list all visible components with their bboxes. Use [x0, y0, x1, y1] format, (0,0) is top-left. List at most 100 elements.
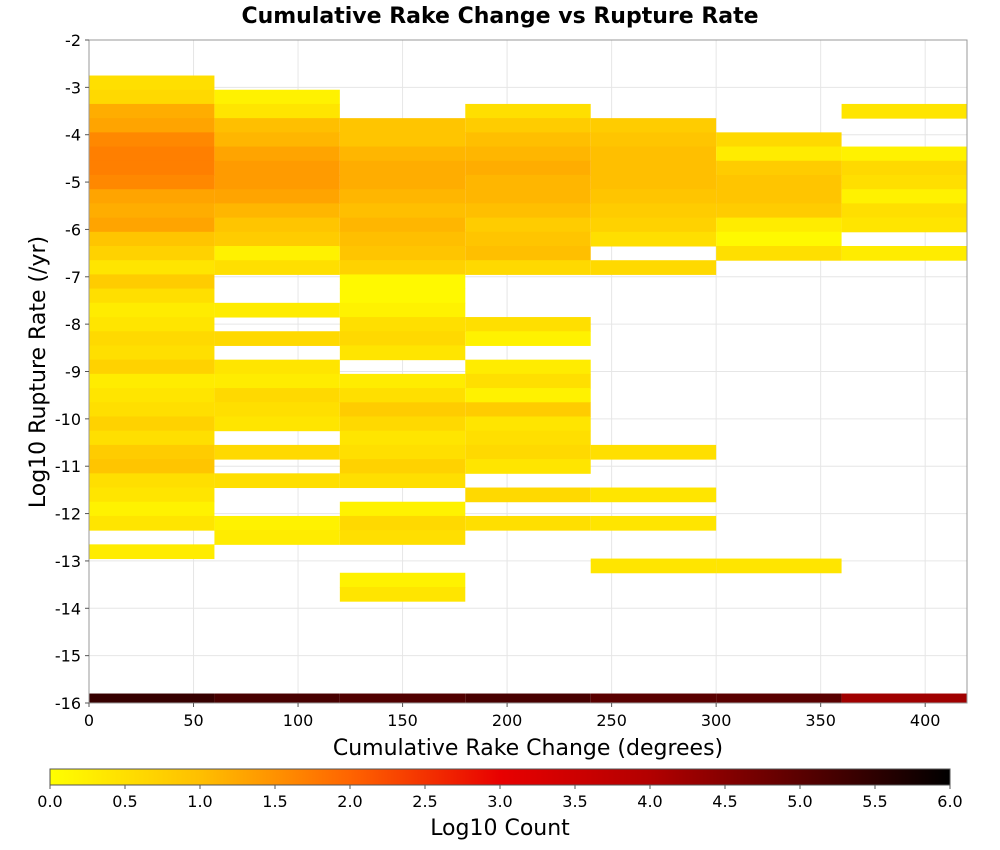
- heatmap-cell: [465, 217, 591, 233]
- heatmap-cell: [465, 359, 591, 375]
- heatmap-cell: [89, 373, 215, 389]
- heatmap-cell: [465, 132, 591, 148]
- x-tick-label: 0: [84, 711, 94, 730]
- heatmap-cell: [339, 430, 466, 446]
- heatmap-cell: [89, 515, 215, 531]
- heatmap-cell: [465, 402, 591, 417]
- heatmap-cell-bottom: [465, 693, 591, 703]
- heatmap-cell: [214, 103, 340, 119]
- heatmap-cell: [339, 246, 466, 261]
- y-tick-label: -4: [65, 126, 81, 145]
- heatmap-cell-bottom: [214, 693, 340, 703]
- heatmap-cell: [465, 373, 591, 389]
- colorbar-tick-label: 2.5: [412, 792, 437, 811]
- y-tick-label: -2: [65, 31, 81, 50]
- y-tick-label: -9: [65, 363, 81, 382]
- heatmap-cell-bottom: [339, 693, 466, 703]
- heatmap-cell: [214, 359, 340, 375]
- heatmap-cell: [465, 487, 591, 503]
- colorbar-tick-label: 0.5: [112, 792, 137, 811]
- heatmap-cell: [214, 260, 340, 275]
- heatmap-cell: [214, 217, 340, 233]
- heatmap-cell-bottom: [716, 693, 842, 703]
- chart-title: Cumulative Rake Change vs Rupture Rate: [241, 4, 758, 29]
- heatmap-cell-bottom: [89, 693, 215, 703]
- x-tick-label: 250: [596, 711, 627, 730]
- heatmap-cell: [339, 402, 466, 417]
- heatmap-cell: [841, 203, 967, 219]
- heatmap-cell: [89, 359, 215, 375]
- heatmap-cell: [465, 515, 591, 531]
- heatmap-cell: [590, 231, 717, 247]
- heatmap-cell: [89, 260, 215, 275]
- heatmap-cell: [89, 302, 215, 318]
- heatmap-cell: [89, 430, 215, 446]
- heatmap-cell: [214, 89, 340, 105]
- heatmap-cell: [465, 174, 591, 190]
- heatmap-cell: [339, 118, 466, 133]
- heatmap-cell: [89, 132, 215, 148]
- heatmap-cell: [89, 473, 215, 489]
- heatmap-cell: [716, 231, 842, 247]
- heatmap-cell: [590, 146, 717, 162]
- heatmap-cell: [590, 132, 717, 148]
- heatmap-cell: [89, 174, 215, 190]
- colorbar-tick-label: 1.5: [262, 792, 287, 811]
- heatmap-cell: [214, 331, 340, 346]
- heatmap-cell: [89, 203, 215, 219]
- heatmap-cell: [214, 132, 340, 148]
- heatmap-cell: [339, 146, 466, 162]
- heatmap-cell: [841, 217, 967, 233]
- heatmap-cell: [590, 203, 717, 219]
- heatmap-cell: [214, 402, 340, 417]
- heatmap-cell: [89, 487, 215, 503]
- heatmap-cell: [214, 189, 340, 204]
- heatmap-cell: [339, 473, 466, 489]
- heatmap-cell: [214, 146, 340, 162]
- heatmap-cell: [339, 132, 466, 148]
- heatmap-cell: [214, 160, 340, 176]
- heatmap-cell: [339, 444, 466, 460]
- heatmap-cell: [841, 160, 967, 176]
- colorbar-tick-label: 1.0: [187, 792, 212, 811]
- heatmap-cell: [89, 416, 215, 432]
- heatmap-cell: [590, 444, 717, 460]
- colorbar-tick-label: 4.5: [712, 792, 737, 811]
- y-tick-label: -5: [65, 173, 81, 192]
- x-tick-label: 150: [387, 711, 418, 730]
- heatmap-cell: [214, 373, 340, 389]
- heatmap-cell: [339, 331, 466, 346]
- heatmap-cell: [89, 103, 215, 119]
- heatmap-cell: [465, 416, 591, 432]
- colorbar: [49, 768, 951, 786]
- heatmap-cell: [214, 231, 340, 247]
- heatmap-cell: [339, 416, 466, 432]
- heatmap-cells: [89, 75, 967, 703]
- x-tick-label: 400: [910, 711, 941, 730]
- x-axis-ticks: 0 50 100 150 200 250 300 350 400: [84, 703, 941, 730]
- heatmap-cell: [590, 260, 717, 275]
- heatmap-cell: [465, 246, 591, 261]
- colorbar-tick-label: 5.0: [787, 792, 812, 811]
- heatmap-cell: [590, 118, 717, 133]
- heatmap-cell: [716, 217, 842, 233]
- y-tick-label: -8: [65, 315, 81, 334]
- heatmap-cell-bottom: [590, 693, 717, 703]
- heatmap-cell: [841, 103, 967, 119]
- heatmap-cell: [89, 388, 215, 403]
- heatmap-cell: [89, 274, 215, 290]
- heatmap-cell: [590, 174, 717, 190]
- heatmap-cell: [339, 231, 466, 247]
- heatmap-cell: [89, 544, 215, 560]
- heatmap-cell: [339, 288, 466, 304]
- heatmap-cell: [89, 288, 215, 304]
- y-tick-label: -7: [65, 268, 81, 287]
- colorbar-tick-label: 5.5: [862, 792, 887, 811]
- heatmap-cell: [89, 231, 215, 247]
- heatmap-cell: [716, 132, 842, 148]
- heatmap-cell: [89, 160, 215, 176]
- heatmap-cell: [339, 345, 466, 361]
- colorbar-label: Log10 Count: [430, 816, 570, 841]
- heatmap-cell: [339, 501, 466, 517]
- heatmap-cell: [214, 473, 340, 489]
